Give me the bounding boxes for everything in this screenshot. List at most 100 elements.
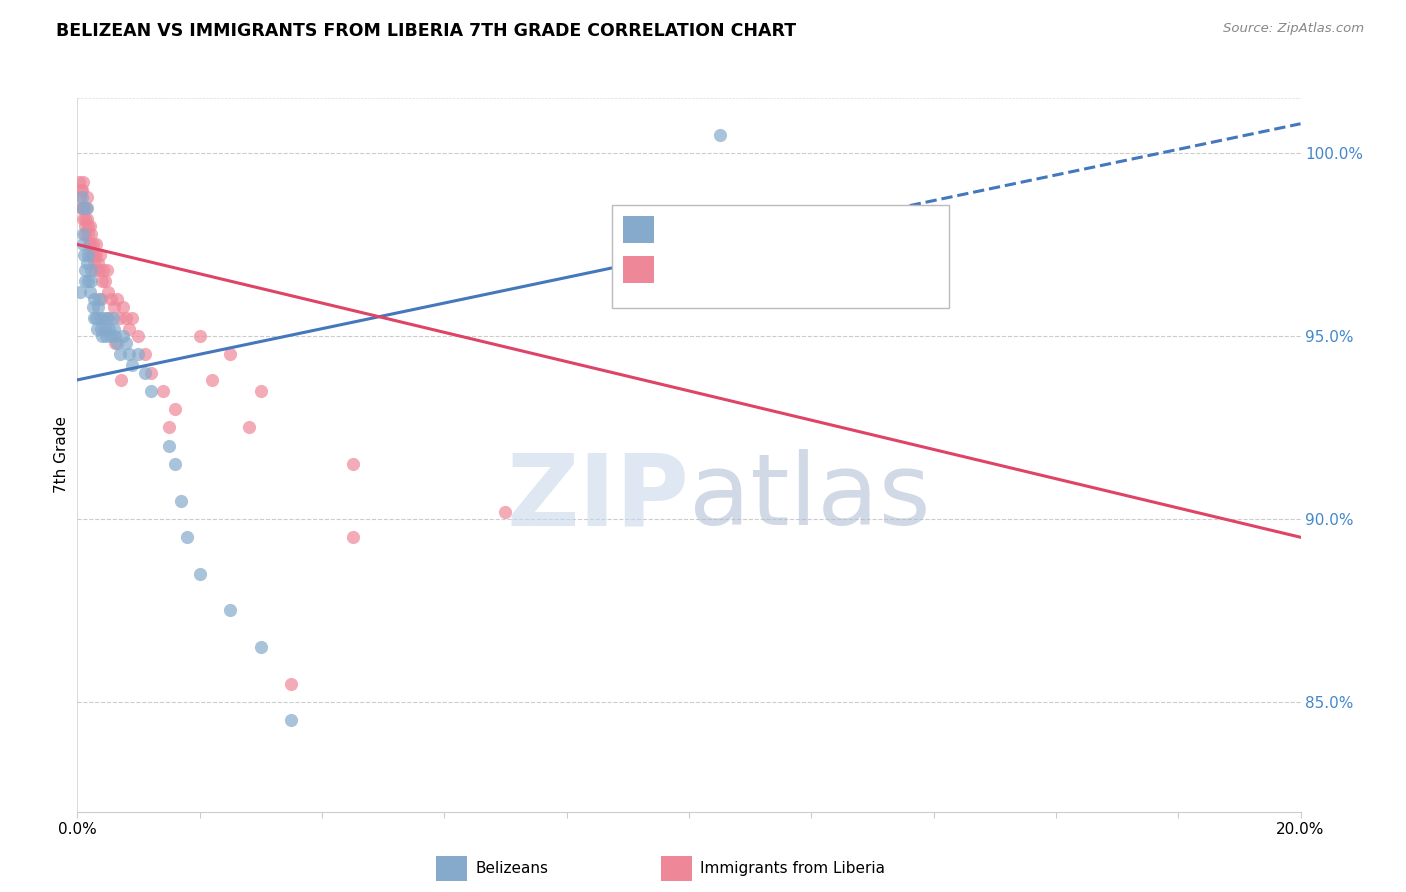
Point	[103, 321, 125, 335]
Point	[70, 201, 93, 215]
Point	[101, 310, 124, 325]
Point	[97, 285, 120, 299]
Point	[91, 310, 114, 325]
Point	[67, 175, 90, 189]
Point	[108, 347, 131, 361]
Point	[70, 183, 93, 197]
Point	[84, 237, 107, 252]
Text: Immigrants from Liberia: Immigrants from Liberia	[700, 862, 886, 876]
Point	[94, 321, 117, 335]
Point	[86, 300, 108, 314]
Point	[108, 310, 131, 325]
Point	[70, 183, 93, 197]
Point	[709, 128, 731, 142]
Point	[98, 321, 121, 335]
Text: ZIP: ZIP	[506, 450, 689, 546]
Point	[70, 201, 93, 215]
Point	[118, 347, 141, 361]
Point	[76, 219, 98, 234]
Point	[75, 211, 97, 226]
Point	[342, 530, 364, 544]
Point	[495, 505, 517, 519]
Point	[94, 329, 117, 343]
Point	[79, 219, 101, 234]
Point	[90, 321, 112, 335]
Point	[250, 640, 273, 654]
Point	[170, 493, 193, 508]
Text: R =: R =	[665, 262, 693, 277]
Point	[76, 201, 98, 215]
Point	[201, 373, 224, 387]
Point	[76, 248, 98, 262]
Point	[90, 293, 112, 307]
Point	[89, 310, 111, 325]
Point	[152, 384, 174, 398]
Point	[84, 248, 107, 262]
Point	[128, 347, 150, 361]
Point	[73, 263, 96, 277]
Point	[280, 713, 302, 727]
Point	[69, 190, 91, 204]
Text: Source: ZipAtlas.com: Source: ZipAtlas.com	[1223, 22, 1364, 36]
Point	[121, 310, 143, 325]
Point	[69, 285, 91, 299]
Text: atlas: atlas	[689, 450, 931, 546]
Point	[280, 676, 302, 690]
Point	[112, 329, 135, 343]
Point	[79, 285, 101, 299]
Point	[139, 366, 162, 380]
Point	[72, 201, 94, 215]
Point	[342, 457, 364, 471]
Point	[84, 263, 107, 277]
Text: BELIZEAN VS IMMIGRANTS FROM LIBERIA 7TH GRADE CORRELATION CHART: BELIZEAN VS IMMIGRANTS FROM LIBERIA 7TH …	[56, 22, 796, 40]
Point	[73, 219, 96, 234]
Point	[72, 237, 94, 252]
Point	[83, 248, 105, 262]
Point	[80, 274, 103, 288]
Text: R =: R =	[665, 222, 693, 236]
Point	[103, 300, 125, 314]
Point	[219, 603, 242, 617]
Point	[250, 384, 273, 398]
Point	[121, 358, 143, 372]
Point	[134, 366, 156, 380]
Point	[165, 402, 187, 417]
Point	[75, 227, 97, 241]
Point	[157, 420, 180, 434]
Point	[80, 263, 103, 277]
Point	[72, 227, 94, 241]
Text: -0.373: -0.373	[707, 262, 762, 277]
Point	[80, 248, 103, 262]
Point	[91, 263, 114, 277]
Point	[105, 293, 128, 307]
Point	[165, 457, 187, 471]
Point	[90, 329, 112, 343]
Point	[86, 321, 108, 335]
Point	[128, 329, 150, 343]
Point	[118, 321, 141, 335]
Point	[80, 227, 103, 241]
Point	[76, 256, 98, 270]
Point	[70, 190, 93, 204]
Point	[188, 329, 211, 343]
Point	[157, 439, 180, 453]
Point	[100, 293, 122, 307]
Point	[83, 293, 105, 307]
Point	[105, 336, 128, 351]
Point	[76, 211, 98, 226]
Point	[139, 384, 162, 398]
Point	[110, 373, 132, 387]
Point	[73, 248, 96, 262]
Point	[115, 310, 138, 325]
Point	[188, 566, 211, 581]
Text: Belizeans: Belizeans	[475, 862, 548, 876]
Point	[84, 310, 107, 325]
Point	[94, 274, 117, 288]
Text: N = 64: N = 64	[780, 262, 838, 277]
Point	[104, 336, 127, 351]
Y-axis label: 7th Grade: 7th Grade	[53, 417, 69, 493]
Point	[75, 201, 97, 215]
Text: 0.207: 0.207	[707, 222, 755, 236]
Point	[96, 263, 118, 277]
Point	[77, 274, 100, 288]
